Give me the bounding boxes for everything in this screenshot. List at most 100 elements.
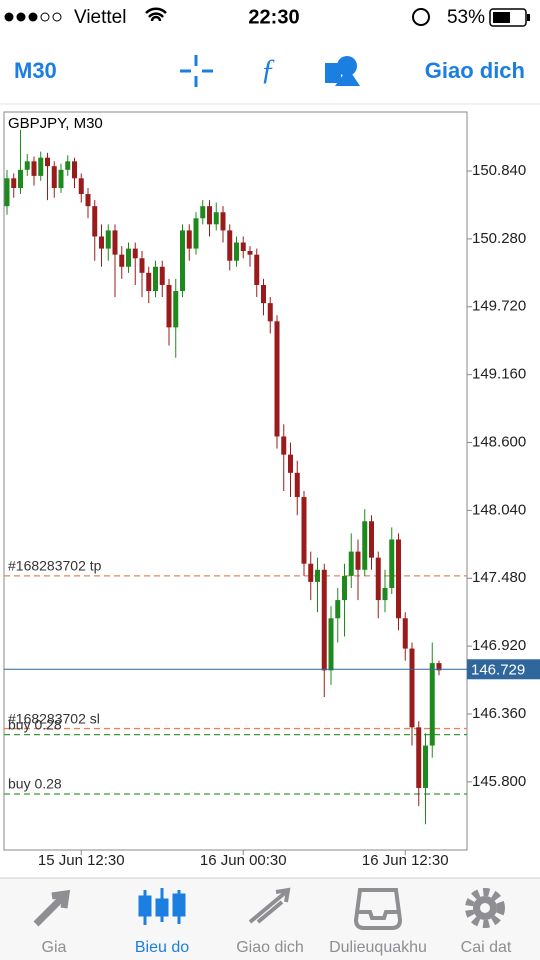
candle-body [267, 303, 273, 322]
trade-button[interactable]: Giao dich [425, 58, 525, 83]
candle-body [281, 436, 287, 455]
candle-body [254, 254, 260, 285]
candle-body [24, 161, 30, 170]
candle-body [227, 230, 233, 261]
candle-body [146, 272, 152, 292]
timeframe-button[interactable]: M30 [14, 58, 57, 83]
chart-icon [138, 888, 186, 925]
candle-body [396, 539, 401, 619]
objects-button[interactable] [325, 56, 360, 86]
candle-body [18, 169, 23, 188]
chart-frame [3, 111, 468, 851]
tab-icons [33, 887, 505, 930]
candle-body [321, 569, 327, 671]
y-tick-label: 147.480 [472, 569, 526, 586]
signal [4, 12, 62, 22]
wifi-icon [145, 7, 167, 22]
candle-body [200, 206, 206, 219]
candle-body [375, 557, 381, 601]
candle-body [369, 521, 374, 558]
x-tick-label: 16 Jun 12:30 [362, 852, 449, 869]
candle-body [261, 284, 266, 304]
history-icon [353, 888, 403, 930]
candle-body [213, 212, 219, 225]
settings-icon [465, 888, 505, 928]
candle-body [207, 206, 212, 225]
x-tick-label: 15 Jun 12:30 [38, 852, 125, 869]
candle-body [335, 600, 341, 619]
candle-body [328, 618, 334, 671]
candle-body [85, 194, 91, 207]
candle-body [186, 230, 192, 249]
y-tick-label: 148.040 [472, 501, 526, 518]
battery-icon [489, 8, 530, 27]
current-price-label: 146.729 [471, 661, 525, 678]
tab-label[interactable]: Cai dat [461, 939, 512, 956]
y-tick-label: 145.800 [472, 773, 526, 790]
candle-body [51, 166, 57, 188]
chart-layer: 150.840 150.280 149.720 149.160 148.600 148.0… [4, 129, 540, 869]
y-tick-label: 146.920 [472, 637, 526, 654]
order-level-label: buy 0.28 [8, 716, 62, 732]
candle-body [159, 266, 165, 285]
candle-body [220, 212, 226, 231]
candle-body [348, 551, 354, 576]
candle-body [180, 230, 185, 292]
crosshair-button[interactable] [180, 55, 213, 87]
order-level-label: #168283702 sl [8, 710, 100, 726]
y-tick-label: 149.720 [472, 298, 526, 315]
candle-body [416, 727, 422, 788]
candle-body [234, 242, 239, 261]
candle-body [72, 161, 77, 179]
tab-bar [0, 878, 540, 960]
tab-label[interactable]: Dulieuquakhu [329, 939, 427, 956]
quotes-icon [33, 889, 71, 927]
candle-body [99, 236, 104, 249]
candle-body [429, 663, 435, 746]
y-tick-label: 150.280 [472, 230, 526, 247]
candle-body [38, 157, 44, 176]
candle-body [112, 230, 118, 255]
x-tick-label: 16 Jun 00:30 [200, 852, 287, 869]
candle-body [362, 521, 368, 570]
candle-body [92, 206, 98, 237]
y-tick-label: 146.360 [472, 705, 526, 722]
tab-label[interactable]: Giao dich [236, 939, 304, 956]
candle-body [139, 258, 145, 273]
candle-body [65, 161, 71, 170]
candle-body [193, 218, 199, 249]
current-price-box [467, 659, 540, 680]
chart-title: GBPJPY, M30 [8, 115, 103, 132]
tab-label[interactable]: Gia [42, 939, 67, 956]
tab-label[interactable]: Bieu do [135, 939, 189, 956]
candle-body [409, 648, 415, 728]
candle-body [301, 497, 307, 564]
candle-body [389, 539, 395, 588]
y-tick-label: 148.600 [472, 433, 526, 450]
candle-body [45, 157, 50, 167]
trade-icon [248, 887, 291, 924]
candle-body [402, 618, 408, 649]
order-level-label: #168283702 tp [8, 558, 102, 574]
candle-body [11, 178, 17, 188]
candle-body [119, 254, 125, 267]
candle-body [31, 161, 37, 176]
candle-body [315, 569, 320, 582]
candle-body [78, 178, 84, 195]
y-tick-label: 150.840 [472, 162, 526, 179]
indicators-button[interactable]: ƒ [261, 53, 276, 86]
candle-body [294, 472, 300, 498]
candle-body [4, 178, 10, 207]
rotation-lock [412, 8, 430, 26]
candle-body [342, 575, 347, 601]
candle-body [288, 454, 293, 473]
carrier: Viettel [74, 7, 126, 28]
candle-body [436, 663, 442, 671]
candle-body [58, 169, 64, 188]
battery-percent: 53% [447, 7, 485, 28]
candle-body [240, 242, 246, 252]
clock: 22:30 [248, 6, 299, 28]
candle-body [382, 587, 388, 601]
candle-body [105, 230, 111, 249]
